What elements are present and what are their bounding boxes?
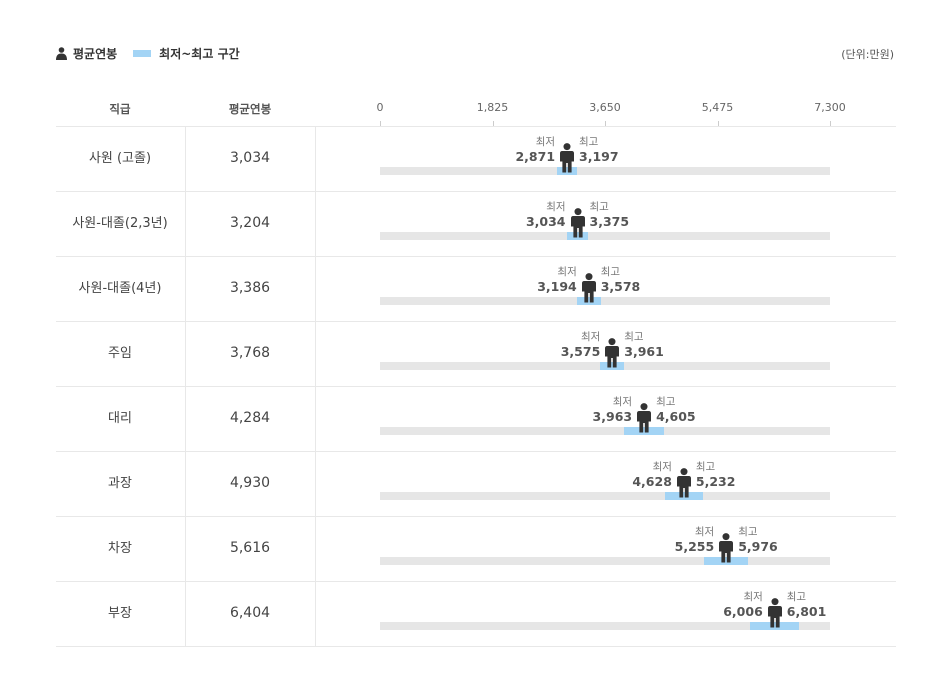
range-swatch <box>133 49 152 57</box>
x-tick-label: 5,475 <box>701 101 734 114</box>
table-row: 부장 6,404 최저 6,006 최고 6,801 <box>56 581 896 646</box>
legend: 평균연봉 최저~최고 구간 <box>56 44 256 62</box>
range-track <box>380 622 830 630</box>
average-value: 4,284 <box>229 410 271 426</box>
average-person-marker <box>570 208 586 242</box>
row-divider <box>56 191 896 192</box>
row-divider <box>56 256 896 257</box>
row-divider <box>56 321 896 322</box>
average-person-marker <box>581 273 597 307</box>
average-person-marker <box>676 468 692 502</box>
rank-label: 부장 <box>108 606 132 621</box>
range-bar <box>703 557 749 565</box>
average-person-marker <box>636 403 652 437</box>
legend-range-label: 최저~최고 구간 <box>159 46 240 61</box>
rank-label: 사원-대졸(2,3년) <box>72 216 168 231</box>
min-label: 최저 3,963 <box>592 396 633 424</box>
average-value: 6,404 <box>229 605 271 621</box>
table-row: 차장 5,616 최저 5,255 최고 5,976 <box>56 516 896 581</box>
range-bar <box>556 167 578 175</box>
header-average: 평균연봉 <box>228 102 272 116</box>
average-value: 4,930 <box>229 475 271 491</box>
range-track <box>380 492 830 500</box>
max-label: 최고 5,976 <box>738 526 778 554</box>
range-track <box>380 557 830 565</box>
rank-label: 사원 (고졸) <box>88 151 152 166</box>
average-person-marker <box>718 533 734 567</box>
average-value: 3,204 <box>229 215 271 231</box>
x-tick-mark <box>717 121 719 126</box>
unit-label: (단위:만원) <box>841 48 894 61</box>
average-value: 3,034 <box>229 150 271 166</box>
x-tick-mark <box>830 121 831 126</box>
max-label: 최고 3,375 <box>589 201 630 229</box>
table-row: 사원-대졸(2,3년) 3,204 최저 3,034 최고 3,375 <box>56 191 896 256</box>
max-label: 최고 3,578 <box>600 266 641 294</box>
max-label: 최고 3,197 <box>579 136 619 164</box>
average-person-marker <box>559 143 575 177</box>
range-bar <box>665 492 703 500</box>
max-label: 최고 5,232 <box>695 461 736 489</box>
range-bar <box>600 362 625 370</box>
average-value: 5,616 <box>229 540 271 556</box>
x-tick-mark <box>492 121 494 126</box>
min-label: 최저 6,006 <box>723 591 763 619</box>
row-divider <box>56 126 896 127</box>
person-icon <box>56 46 67 60</box>
table-row: 과장 4,930 최저 4,628 최고 5,232 <box>56 451 896 516</box>
max-label: 최고 6,801 <box>786 591 827 619</box>
row-divider <box>56 581 896 582</box>
range-track <box>380 427 830 435</box>
rank-label: 주임 <box>108 346 132 361</box>
average-person-marker <box>604 338 620 372</box>
range-track <box>380 232 830 240</box>
x-tick-mark <box>605 121 606 126</box>
range-bar <box>750 622 800 630</box>
x-tick-label: 3,650 <box>589 101 621 114</box>
x-tick-label: 7,300 <box>814 101 846 114</box>
legend-average: 평균연봉 <box>56 45 117 62</box>
range-bar <box>576 297 601 305</box>
legend-range: 최저~최고 구간 <box>133 45 240 62</box>
rank-label: 대리 <box>108 411 132 426</box>
row-divider <box>56 386 896 387</box>
x-tick-label: 1,825 <box>476 101 509 114</box>
header-rank: 직급 <box>109 102 131 116</box>
row-divider <box>56 516 896 517</box>
table-row: 사원 (고졸) 3,034 최저 2,871 최고 3,197 <box>56 126 896 191</box>
rank-label: 사원-대졸(4년) <box>78 281 162 296</box>
min-label: 최저 3,194 <box>537 266 577 294</box>
max-label: 최고 3,961 <box>624 331 664 359</box>
legend-average-label: 평균연봉 <box>73 46 118 61</box>
range-bar <box>624 427 664 435</box>
x-tick-mark <box>380 121 381 126</box>
max-label: 최고 4,605 <box>656 396 696 424</box>
row-divider <box>56 451 896 452</box>
min-label: 최저 4,628 <box>632 461 672 489</box>
table-row: 주임 3,768 최저 3,575 최고 3,961 <box>56 321 896 386</box>
x-tick-label: 0 <box>376 101 384 114</box>
min-label: 최저 2,871 <box>515 136 556 164</box>
average-value: 3,386 <box>229 280 271 296</box>
average-value: 3,768 <box>229 345 271 361</box>
rank-label: 차장 <box>108 541 132 556</box>
range-track <box>380 297 830 305</box>
range-track <box>380 167 830 175</box>
min-label: 최저 3,575 <box>560 331 601 359</box>
table-row: 대리 4,284 최저 3,963 최고 4,605 <box>56 386 896 451</box>
rank-label: 과장 <box>108 476 132 491</box>
min-label: 최저 3,034 <box>525 201 566 229</box>
average-person-marker <box>767 598 783 632</box>
min-label: 최저 5,255 <box>674 526 715 554</box>
table-row: 사원-대졸(4년) 3,386 최저 3,194 최고 3,578 <box>56 256 896 321</box>
row-divider <box>56 646 896 647</box>
range-bar <box>567 232 589 240</box>
